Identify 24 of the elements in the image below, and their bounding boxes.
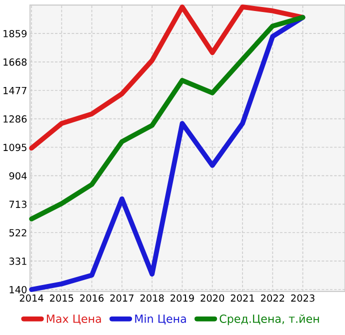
x-tick-label: 2019 xyxy=(170,294,194,302)
y-tick-label: 140 xyxy=(10,286,27,294)
x-tick-label: 2016 xyxy=(80,294,104,302)
x-tick-label: 2020 xyxy=(200,294,224,302)
y-tick-label: 1095 xyxy=(4,144,26,152)
y-tick-label: 331 xyxy=(9,258,26,265)
x-tick-label: 2021 xyxy=(230,294,254,302)
x-tick-label: 2023 xyxy=(291,294,314,302)
y-tick-label: 1477 xyxy=(4,86,26,94)
y-tick-label: 1668 xyxy=(4,58,27,66)
x-tick-label: 2014 xyxy=(20,294,44,302)
y-tick-label: 904 xyxy=(9,172,27,180)
x-tick-label: 2018 xyxy=(140,294,164,302)
legend-label: Сред.Цена, т.йен xyxy=(220,314,319,326)
legend-label: Max Цена xyxy=(46,314,101,325)
y-tick-label: 1286 xyxy=(4,115,27,123)
y-tick-label: 1859 xyxy=(4,30,27,38)
x-tick-label: 2015 xyxy=(50,294,74,302)
line-series xyxy=(29,14,306,222)
y-tick-label: 522 xyxy=(9,229,26,236)
y-tick-label: 713 xyxy=(9,200,26,208)
x-tick-label: 2022 xyxy=(261,294,284,302)
legend-label: Min Цена xyxy=(135,314,186,325)
x-tick-label: 2017 xyxy=(110,294,134,302)
